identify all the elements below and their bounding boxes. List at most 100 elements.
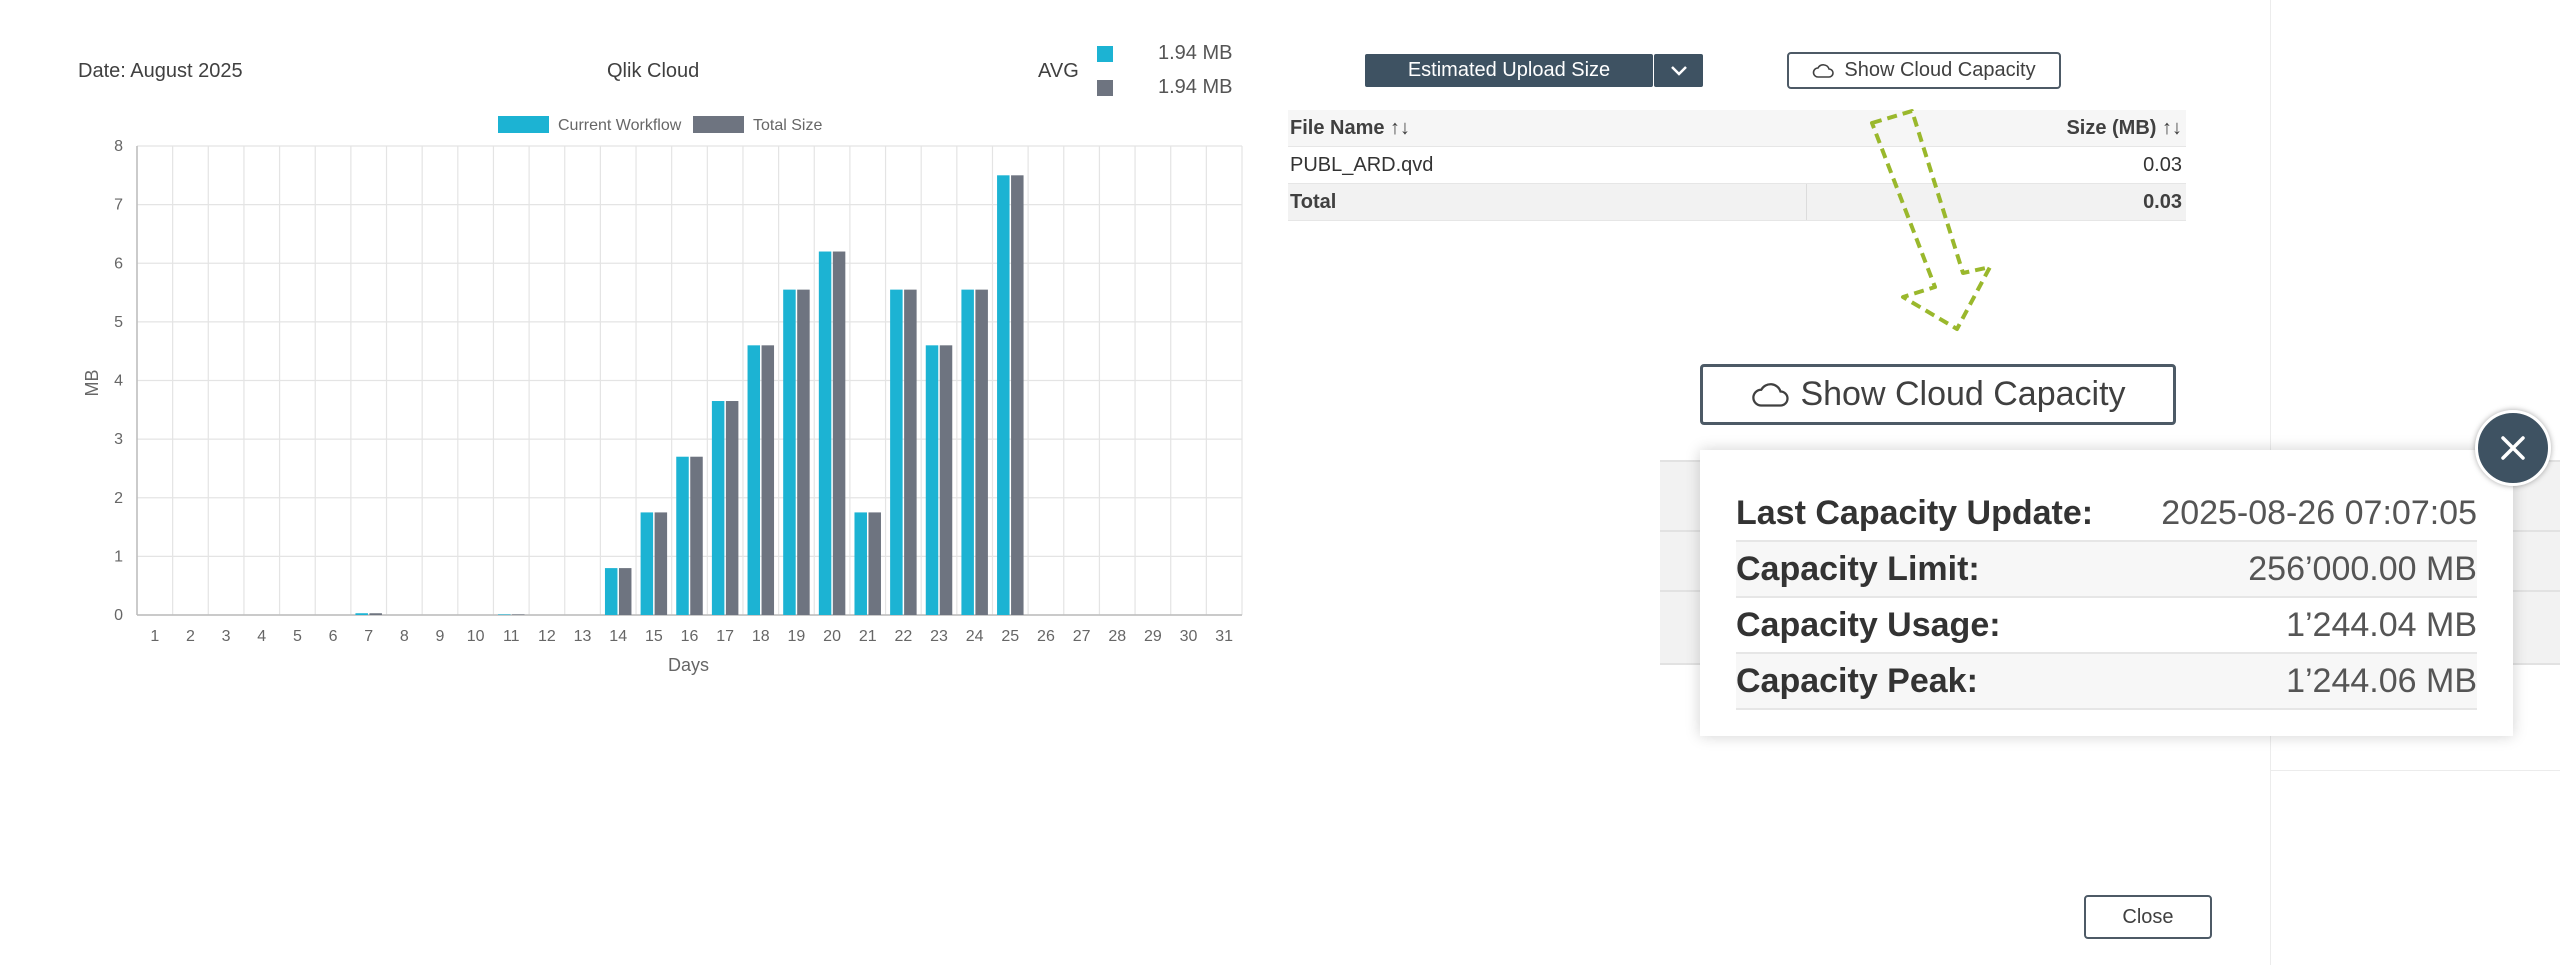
bar [854,512,867,615]
divider [2270,770,2560,771]
show-cloud-capacity-button[interactable]: Show Cloud Capacity [1787,52,2061,89]
show-cloud-capacity-zoom[interactable]: Show Cloud Capacity [1700,364,2176,425]
bar [783,289,796,615]
popup-label: Capacity Peak: [1736,661,1978,700]
bar [1011,175,1024,615]
cloud-icon [1813,63,1835,78]
x-tick-label: 16 [681,628,699,645]
table-total-row: Total 0.03 [1288,184,2186,221]
avg-label: AVG [1038,60,1079,82]
bar [369,613,382,615]
estimate-dropdown-button[interactable] [1654,54,1703,87]
bar [904,289,917,615]
bar [975,289,988,615]
cloud-icon [1752,382,1790,407]
popup-label: Capacity Usage: [1736,605,2001,644]
x-tick-label: 30 [1180,628,1198,645]
legend-swatch [498,116,549,133]
x-tick-label: 20 [823,628,841,645]
popup-label: Last Capacity Update: [1736,493,2094,532]
x-tick-label: 25 [1001,628,1019,645]
bar [747,345,761,615]
x-tick-label: 4 [257,628,266,645]
x-tick-label: 1 [150,628,159,645]
legend-swatch [693,116,744,133]
close-popup-button[interactable] [2475,410,2551,486]
popup-label: Capacity Limit: [1736,549,1980,588]
avg-total-value: 1.94 MB [1158,76,1233,98]
bar [925,345,939,615]
bar [832,251,846,615]
close-button[interactable]: Close [2084,895,2212,939]
popup-value: 1’244.06 MB [2286,661,2477,700]
x-tick-label: 5 [293,628,302,645]
file-table: File Name ↑↓ Size (MB) ↑↓ PUBL_ARD.qvd 0… [1288,110,2186,221]
x-tick-label: 10 [467,628,485,645]
x-tick-label: 28 [1108,628,1126,645]
x-tick-label: 11 [503,628,520,645]
popup-row-usage: Capacity Usage: 1’244.04 MB [1736,598,2477,654]
bar [997,175,1010,615]
y-axis-label: MB [82,370,102,397]
x-tick-label: 2 [186,628,195,645]
x-tick-label: 22 [894,628,912,645]
y-tick-label: 3 [114,431,123,448]
popup-row-limit: Capacity Limit: 256’000.00 MB [1736,542,2477,598]
bar [640,512,654,615]
y-tick-label: 4 [114,373,123,390]
x-axis-label: Days [668,655,709,675]
x-tick-label: 21 [859,628,877,645]
cell-file-name: PUBL_ARD.qvd [1290,153,1434,176]
y-tick-label: 7 [114,197,123,214]
bar [618,568,632,615]
avg-current-swatch [1097,46,1113,62]
x-tick-label: 8 [400,628,409,645]
x-tick-label: 6 [329,628,338,645]
x-tick-label: 3 [222,628,231,645]
x-tick-label: 9 [436,628,445,645]
avg-total-swatch [1097,80,1113,96]
capacity-popup: Last Capacity Update: 2025-08-26 07:07:0… [1700,450,2513,736]
close-icon [2501,436,2525,460]
estimated-upload-size-label: Estimated Upload Size [1407,59,1611,81]
col-file-name[interactable]: File Name ↑↓ [1290,116,1411,139]
bar [797,289,810,615]
y-tick-label: 2 [114,490,123,507]
col-size[interactable]: Size (MB) ↑↓ [2066,116,2182,139]
x-tick-label: 29 [1144,628,1162,645]
bar [654,512,668,615]
x-tick-label: 31 [1215,628,1233,645]
total-value: 0.03 [1806,184,2186,220]
bar [355,613,368,615]
bar [725,401,739,615]
bar [676,456,689,615]
bar [604,568,618,615]
y-tick-label: 6 [114,255,123,272]
bar [890,289,903,615]
y-tick-label: 5 [114,314,123,331]
x-tick-label: 7 [364,628,373,645]
legend-label: Current Workflow [558,117,682,134]
arrow-down-icon [1870,109,1992,331]
x-tick-label: 27 [1073,628,1091,645]
chevron-down-icon [1670,65,1687,76]
bar [761,345,775,615]
avg-current-value: 1.94 MB [1158,42,1233,64]
estimated-upload-size-button[interactable]: Estimated Upload Size [1365,54,1653,87]
table-row: PUBL_ARD.qvd 0.03 [1288,147,2186,184]
popup-value: 256’000.00 MB [2248,549,2477,588]
popup-row-peak: Capacity Peak: 1’244.06 MB [1736,654,2477,710]
bar [512,614,525,615]
bar [961,289,974,615]
bar [818,251,832,615]
popup-value: 2025-08-26 07:07:05 [2161,493,2477,532]
y-tick-label: 0 [114,607,123,624]
x-tick-label: 19 [788,628,806,645]
bar [711,401,725,615]
x-tick-label: 23 [930,628,948,645]
close-button-label: Close [2122,905,2174,928]
x-tick-label: 14 [609,628,627,645]
bar [498,614,511,615]
popup-value: 1’244.04 MB [2286,605,2477,644]
